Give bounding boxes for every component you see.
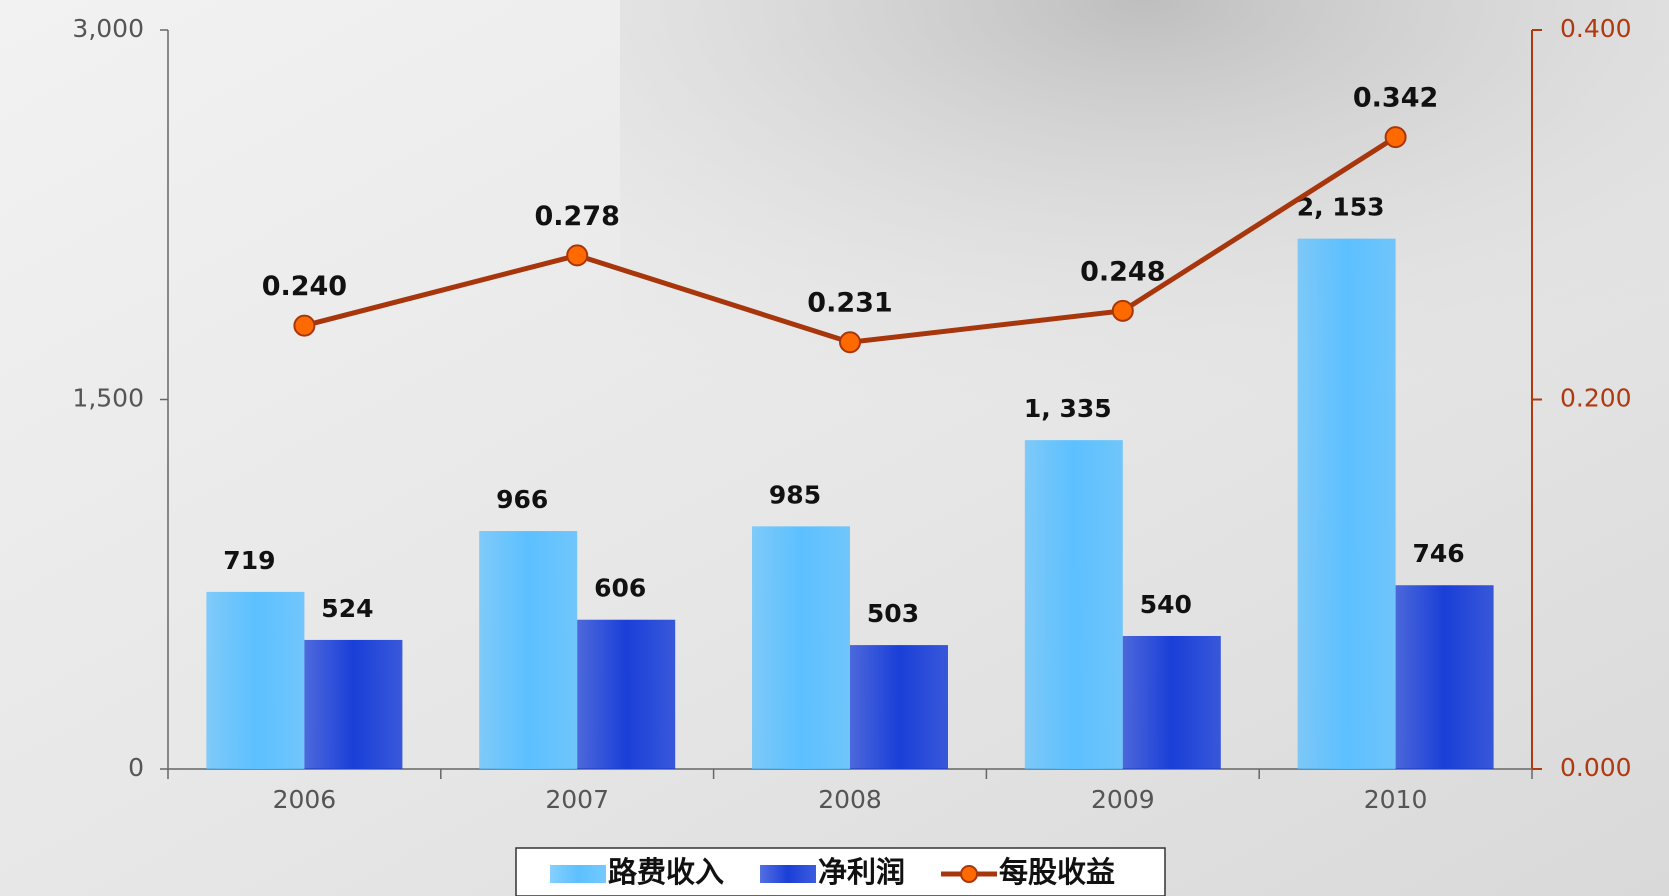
marker — [1111, 299, 1134, 322]
x-tick-label: 2010 — [1364, 785, 1428, 814]
data-label: 0.278 — [534, 201, 619, 232]
data-label: 985 — [769, 480, 821, 509]
background-photo — [620, 0, 1669, 500]
bar — [1395, 585, 1494, 769]
x-tick-label: 2007 — [545, 785, 609, 814]
marker — [293, 314, 316, 337]
marker — [1384, 126, 1407, 149]
data-label: 0.248 — [1080, 256, 1165, 287]
x-tick-label: 2006 — [273, 785, 337, 814]
data-label: 0.240 — [262, 271, 347, 302]
x-tick-label: 2009 — [1091, 785, 1155, 814]
legend-label: 净利润 — [818, 855, 905, 889]
y2-tick-label: 0.400 — [1560, 14, 1632, 43]
data-label: 503 — [867, 599, 919, 628]
bar — [752, 526, 850, 769]
data-label: 606 — [594, 574, 646, 603]
y-tick-label: 3,000 — [72, 14, 144, 43]
legend-marker — [960, 865, 979, 883]
bar — [479, 531, 578, 769]
data-label: 746 — [1413, 539, 1465, 568]
bar — [1297, 238, 1396, 769]
marker — [566, 244, 589, 267]
data-label: 719 — [223, 546, 275, 575]
bar — [577, 619, 676, 769]
bar — [1122, 635, 1221, 769]
y2-tick-label: 0.200 — [1560, 384, 1632, 413]
legend-label: 路费收入 — [608, 855, 724, 889]
data-label: 540 — [1140, 590, 1192, 619]
data-label: 0.231 — [807, 288, 892, 319]
data-label: 1, 335 — [1024, 394, 1112, 423]
bar — [206, 591, 305, 769]
legend-box — [515, 847, 1166, 896]
legend-label: 每股收益 — [999, 855, 1115, 889]
y2-tick-label: 0.000 — [1560, 753, 1632, 782]
data-label: 0.342 — [1353, 83, 1438, 114]
bar — [850, 645, 948, 769]
data-label: 524 — [321, 594, 373, 623]
legend-swatch — [550, 865, 606, 883]
legend-swatch — [760, 865, 817, 883]
x-tick-label: 2008 — [818, 785, 882, 814]
data-label: 2, 153 — [1297, 193, 1385, 222]
y-tick-label: 1,500 — [72, 384, 144, 413]
bar — [1024, 440, 1123, 769]
y-tick-label: 0 — [128, 753, 144, 782]
marker — [839, 331, 861, 354]
bar — [304, 639, 403, 769]
data-label: 966 — [496, 485, 548, 514]
